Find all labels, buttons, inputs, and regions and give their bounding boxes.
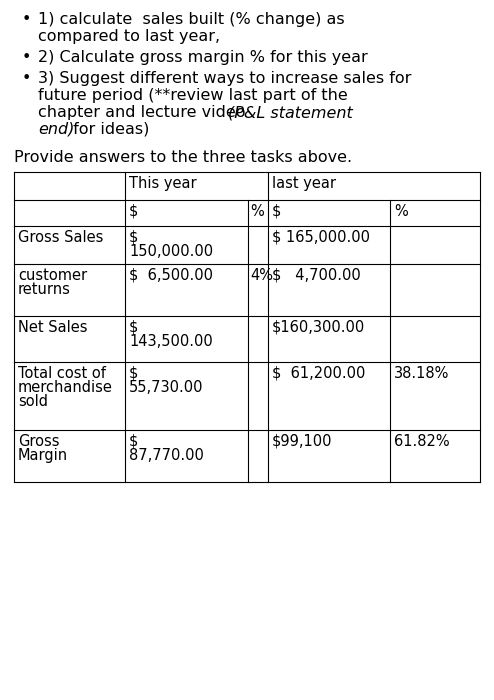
Text: 4%: 4%	[250, 268, 273, 283]
Text: 3) Suggest different ways to increase sales for: 3) Suggest different ways to increase sa…	[38, 71, 412, 86]
Text: 2) Calculate gross margin % for this year: 2) Calculate gross margin % for this yea…	[38, 50, 368, 65]
Text: customer: customer	[18, 268, 87, 283]
Text: Margin: Margin	[18, 448, 68, 463]
Text: •: •	[22, 12, 32, 27]
Text: $: $	[129, 434, 138, 449]
Text: merchandise: merchandise	[18, 380, 113, 395]
Text: $: $	[129, 204, 138, 219]
Text: $  6,500.00: $ 6,500.00	[129, 268, 213, 283]
Text: $  61,200.00: $ 61,200.00	[272, 366, 366, 381]
Text: compared to last year,: compared to last year,	[38, 29, 220, 44]
Text: last year: last year	[272, 176, 336, 191]
Text: $   4,700.00: $ 4,700.00	[272, 268, 361, 283]
Text: 87,770.00: 87,770.00	[129, 448, 204, 463]
Text: future period (**review last part of the: future period (**review last part of the	[38, 88, 348, 103]
Text: $ 165,000.00: $ 165,000.00	[272, 230, 370, 245]
Text: $: $	[129, 230, 138, 245]
Text: •: •	[22, 50, 32, 65]
Text: Total cost of: Total cost of	[18, 366, 106, 381]
Text: for ideas): for ideas)	[68, 122, 149, 137]
Text: Gross: Gross	[18, 434, 59, 449]
Text: 150,000.00: 150,000.00	[129, 244, 213, 259]
Text: 143,500.00: 143,500.00	[129, 334, 213, 349]
Text: 55,730.00: 55,730.00	[129, 380, 204, 395]
Text: Net Sales: Net Sales	[18, 320, 87, 335]
Text: Provide answers to the three tasks above.: Provide answers to the three tasks above…	[14, 150, 352, 165]
Text: $: $	[272, 204, 282, 219]
Text: This year: This year	[129, 176, 197, 191]
Text: (P&L statement: (P&L statement	[228, 105, 353, 120]
Text: %: %	[394, 204, 408, 219]
Text: •: •	[22, 71, 32, 86]
Text: chapter and lecture video: chapter and lecture video	[38, 105, 250, 120]
Text: Gross Sales: Gross Sales	[18, 230, 103, 245]
Text: 1) calculate  sales built (% change) as: 1) calculate sales built (% change) as	[38, 12, 345, 27]
Text: $: $	[129, 366, 138, 381]
Text: end): end)	[38, 122, 75, 137]
Text: $99,100: $99,100	[272, 434, 332, 449]
Text: 38.18%: 38.18%	[394, 366, 450, 381]
Text: sold: sold	[18, 394, 48, 409]
Text: %: %	[250, 204, 264, 219]
Text: 61.82%: 61.82%	[394, 434, 450, 449]
Text: $: $	[129, 320, 138, 335]
Text: returns: returns	[18, 282, 71, 297]
Text: $160,300.00: $160,300.00	[272, 320, 365, 335]
